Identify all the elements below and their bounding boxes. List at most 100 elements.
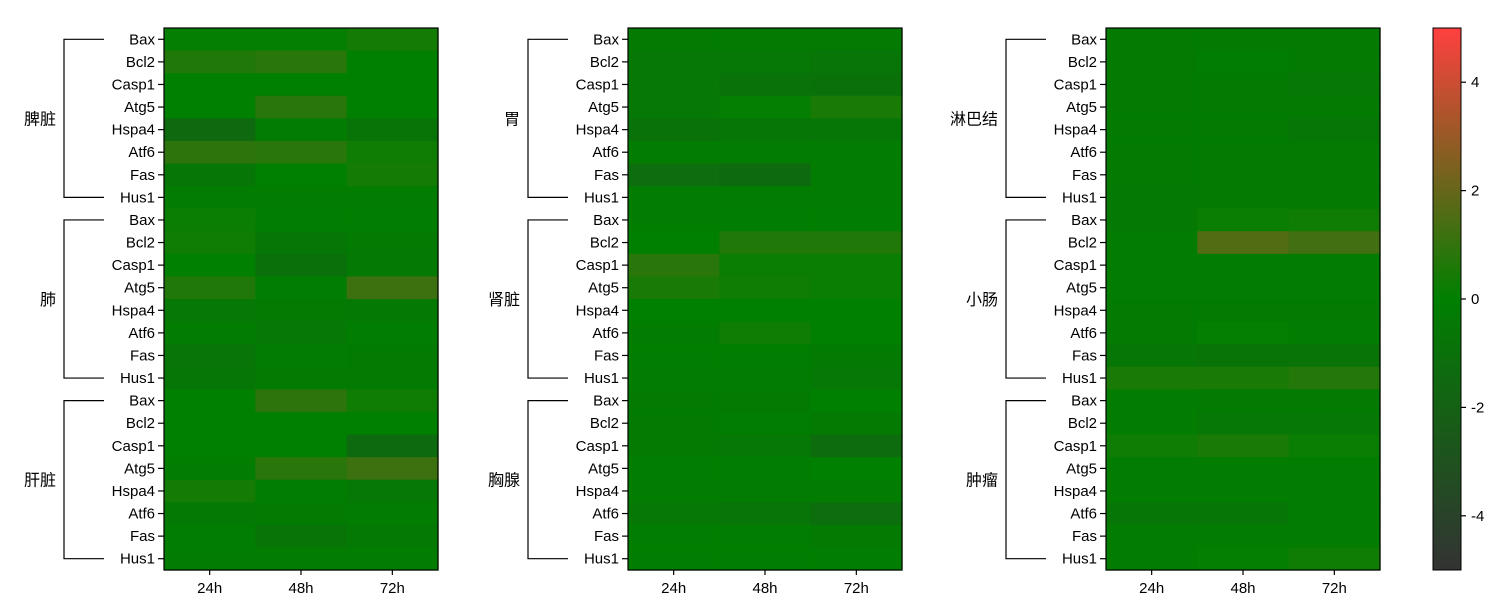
heatmap-cell [346, 457, 439, 481]
heatmap-cell [810, 411, 903, 436]
heatmap-cell [346, 50, 439, 74]
heatmap-cell [255, 231, 348, 255]
gene-tick-label: Hspa4 [1054, 483, 1097, 500]
heatmap-cell [1288, 434, 1381, 458]
heatmap-cell [1288, 140, 1381, 165]
group-label: 肝脏 [24, 471, 56, 490]
heatmap-cell [1288, 231, 1381, 255]
gene-tick-label: Atf6 [592, 506, 619, 523]
heatmap-cell [719, 50, 812, 74]
heatmap-cell [255, 163, 348, 187]
group-label: 胸腺 [488, 471, 520, 490]
heatmap-cell [1197, 411, 1290, 436]
heatmap-cell [810, 389, 903, 413]
gene-tick-label: Casp1 [1054, 257, 1097, 274]
heatmap-cell [1106, 253, 1198, 278]
heatmap-cell [346, 73, 439, 97]
heatmap-cell [1197, 231, 1290, 255]
heatmap-cell [255, 479, 348, 503]
heatmap-cell [255, 457, 348, 481]
heatmap-cell [810, 73, 903, 97]
heatmap-cell [346, 321, 439, 345]
gene-tick-label: Atf6 [592, 325, 619, 342]
gene-tick-label: Hspa4 [112, 302, 155, 319]
heatmap-cell [628, 95, 720, 119]
x-tick-label: 24h [661, 580, 686, 597]
heatmap-cell [346, 208, 439, 232]
heatmap-cell [164, 411, 256, 436]
heatmap-cell [810, 502, 903, 526]
group-label: 肾脏 [488, 290, 520, 309]
group-label: 胃 [504, 109, 520, 128]
heatmap-cell [1197, 118, 1290, 142]
heatmap-cell [1288, 163, 1381, 187]
gene-tick-label: Atf6 [128, 325, 155, 342]
heatmap-cell [719, 344, 812, 368]
gene-tick-label: Bax [1071, 393, 1097, 410]
heatmap-cell [164, 276, 256, 300]
heatmap-cell [346, 389, 439, 413]
heatmap-cell [719, 434, 812, 458]
group-bracket [1005, 219, 1046, 379]
gene-tick-label: Hus1 [1062, 551, 1097, 568]
heatmap-cell [164, 457, 256, 481]
heatmap-cell [719, 140, 812, 165]
gene-tick-label: Fas [1072, 167, 1097, 184]
heatmap-cell [255, 186, 348, 210]
heatmap-cell [1288, 73, 1381, 97]
gene-tick-label: Fas [130, 167, 155, 184]
gene-tick-label: Hus1 [1062, 370, 1097, 387]
heatmap-cell [1106, 479, 1198, 503]
heatmap-cell [810, 479, 903, 503]
gene-tick-label: Bcl2 [126, 415, 155, 432]
gene-tick-label: Atg5 [1066, 280, 1097, 297]
heatmap-cell [810, 524, 903, 549]
heatmap-cell [255, 299, 348, 323]
heatmap-cell [164, 389, 256, 413]
heatmap-cell [628, 276, 720, 300]
heatmap-cell [1106, 140, 1198, 165]
heatmap-cell [1106, 344, 1198, 368]
gene-tick-label: Bcl2 [126, 54, 155, 71]
heatmap-cell [1288, 321, 1381, 345]
gene-tick-label: Atg5 [1066, 99, 1097, 116]
heatmap-cell [1106, 366, 1198, 390]
heatmap-cell [628, 253, 720, 278]
heatmap-cell [628, 457, 720, 481]
heatmap-cell [255, 502, 348, 526]
heatmap-cell [1197, 163, 1290, 187]
heatmap-cell [1106, 524, 1198, 549]
heatmap-cell [1106, 547, 1198, 571]
heatmap-cell [810, 163, 903, 187]
heatmap-cell [810, 186, 903, 210]
gene-tick-label: Bax [1071, 212, 1097, 229]
heatmap-cell [346, 299, 439, 323]
gene-tick-label: Fas [130, 528, 155, 545]
gene-tick-label: Bax [1071, 31, 1097, 48]
heatmap-cell [164, 73, 256, 97]
x-tick-label: 24h [1139, 580, 1164, 597]
heatmap-cell [1288, 457, 1381, 481]
heatmap-cell [719, 502, 812, 526]
heatmap-cell [628, 73, 720, 97]
colorbar-tick-label: -2 [1471, 399, 1484, 416]
gene-tick-label: Hus1 [584, 370, 619, 387]
heatmap-cell [719, 479, 812, 503]
heatmap-cell [719, 95, 812, 119]
gene-tick-label: Hspa4 [576, 122, 619, 139]
colorbar-tick-label: -4 [1471, 508, 1484, 525]
gene-tick-label: Bcl2 [1068, 235, 1097, 252]
heatmap-cell [1197, 299, 1290, 323]
heatmap-cell [255, 524, 348, 549]
heatmap-cell [810, 253, 903, 278]
x-tick-label: 48h [752, 580, 777, 597]
heatmap-cell [719, 253, 812, 278]
heatmap-cell [346, 231, 439, 255]
heatmap-cell [346, 118, 439, 142]
heatmap-cell [1288, 186, 1381, 210]
heatmap-cell [1288, 253, 1381, 278]
heatmap-cell [719, 321, 812, 345]
heatmap-cell [1106, 411, 1198, 436]
heatmap-cell [346, 479, 439, 503]
heatmap-cell [1106, 95, 1198, 119]
